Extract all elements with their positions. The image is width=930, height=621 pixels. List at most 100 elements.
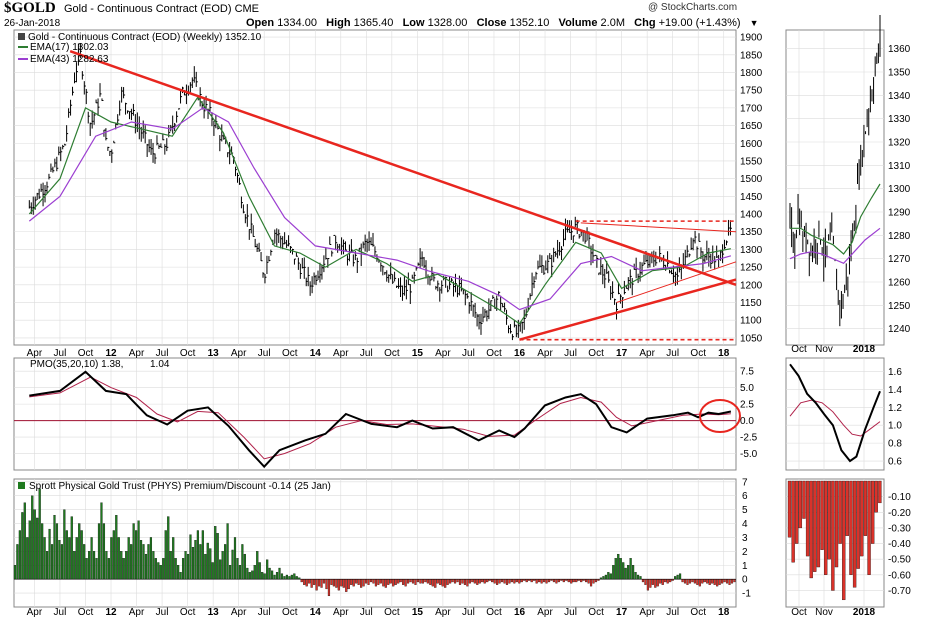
- dropdown-arrow-icon[interactable]: ▼: [749, 18, 759, 28]
- premium-bar: [28, 520, 31, 580]
- premium-bar: [508, 579, 511, 584]
- x-tick-label: Apr: [639, 607, 655, 618]
- inset-price-y-tick: 1360: [888, 44, 911, 55]
- premium-bar: [340, 579, 343, 587]
- premium-bar: [251, 570, 254, 580]
- premium-bar: [585, 579, 588, 583]
- inset-price-y-tick: 1260: [888, 278, 911, 289]
- price-y-tick: 1550: [740, 156, 763, 167]
- inset-price-y-tick: 1240: [888, 324, 911, 335]
- ema17-line: [28, 96, 732, 325]
- premium-bar: [639, 576, 642, 580]
- premium-bar: [725, 579, 729, 584]
- premium-bar: [394, 579, 397, 585]
- premium-bar: [80, 530, 83, 580]
- x-tick-label: 15: [412, 348, 424, 359]
- premium-bar: [698, 579, 701, 587]
- ema43-legend: EMA(43) 1282.63: [30, 54, 109, 65]
- premium-bar: [387, 579, 390, 585]
- ema43-line: [28, 107, 732, 311]
- premium-bar: [53, 515, 56, 580]
- premium-bar: [335, 579, 338, 588]
- premium-bar: [397, 579, 400, 584]
- premium-bar: [538, 579, 541, 583]
- premium-bar: [567, 579, 570, 583]
- premium-bar: [681, 579, 684, 583]
- premium-bar: [676, 574, 679, 580]
- inset-price-y-tick: 1290: [888, 208, 911, 219]
- premium-bar: [404, 579, 407, 587]
- x-tick-label: 12: [105, 607, 117, 618]
- inset-premium-bar: [852, 480, 857, 588]
- premium-bar: [515, 579, 518, 583]
- premium-bar: [191, 547, 195, 580]
- premium-bar: [83, 544, 86, 580]
- premium-bar: [224, 544, 227, 580]
- premium-bar: [177, 565, 180, 580]
- premium-bar: [253, 565, 256, 580]
- premium-bar: [379, 579, 382, 584]
- premium-bar: [369, 579, 373, 583]
- premium-bar: [446, 579, 449, 585]
- inset-premium-bar: [791, 480, 795, 563]
- x-tick-label: Oct: [486, 607, 502, 618]
- premium-bar: [483, 579, 486, 584]
- premium-bar: [36, 517, 39, 580]
- premium-bar: [120, 551, 123, 580]
- premium-bar: [716, 579, 719, 587]
- premium-bar: [130, 544, 133, 580]
- premium-bar: [137, 520, 140, 580]
- price-y-tick: 1750: [740, 86, 763, 97]
- inset-premium-y-tick: -0.60: [888, 570, 911, 581]
- premium-bar: [367, 579, 370, 585]
- premium-bar: [233, 537, 237, 580]
- premium-bar: [112, 530, 115, 580]
- x-tick-label: Jul: [462, 348, 475, 359]
- premium-bar: [656, 579, 659, 587]
- premium-bar: [283, 576, 286, 580]
- inset-price-y-tick: 1320: [888, 138, 911, 149]
- premium-bar: [216, 533, 219, 580]
- premium-bar: [688, 579, 692, 584]
- premium-bar: [636, 574, 640, 580]
- high-value: 1365.40: [353, 17, 394, 29]
- premium-bar: [322, 579, 326, 584]
- premium-bar: [88, 551, 91, 580]
- premium-bar: [241, 544, 244, 580]
- premium-bar: [634, 572, 637, 580]
- premium-bar: [92, 551, 96, 580]
- premium-bar: [604, 574, 607, 580]
- x-tick-label: Oct: [588, 607, 604, 618]
- premium-bar: [711, 579, 714, 584]
- premium-bar: [414, 579, 417, 585]
- premium-bar: [330, 579, 333, 585]
- price-y-tick: 1450: [740, 192, 763, 203]
- x-tick-label: Jul: [258, 348, 271, 359]
- premium-bar: [439, 579, 442, 585]
- close-label: Close: [476, 17, 507, 29]
- inset-panel-frame: [785, 478, 885, 608]
- premium-bar: [285, 574, 289, 580]
- premium-bar: [273, 574, 276, 580]
- premium-bar: [209, 548, 212, 580]
- premium-bar: [135, 530, 138, 580]
- x-tick-label: Apr: [435, 607, 451, 618]
- volume-label: Volume: [558, 17, 598, 29]
- premium-bar: [313, 579, 316, 585]
- premium-bar: [683, 579, 687, 584]
- price-y-tick: 1350: [740, 227, 763, 238]
- inset-x-tick-label: Nov: [815, 344, 833, 355]
- inset-premium-y-tick: -0.20: [888, 508, 911, 519]
- premium-bar: [13, 565, 17, 580]
- premium-bar: [308, 579, 311, 584]
- premium-bar: [730, 579, 734, 584]
- premium-bar: [505, 579, 509, 585]
- premium-bar: [436, 579, 439, 584]
- premium-bar: [547, 579, 551, 583]
- inset-x-tick-label: Nov: [815, 607, 833, 618]
- price-y-tick: 1500: [740, 174, 763, 185]
- premium-bar: [419, 579, 422, 584]
- premium-bar: [557, 579, 560, 583]
- premium-bar: [728, 579, 731, 585]
- premium-bar: [342, 579, 345, 588]
